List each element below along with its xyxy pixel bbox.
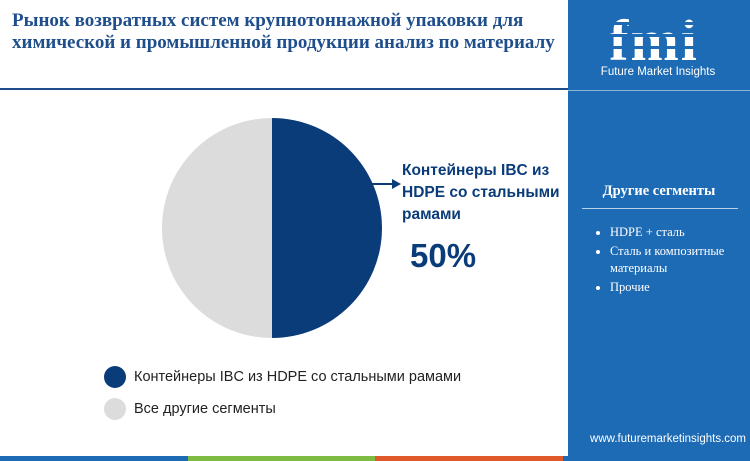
title-divider — [0, 88, 568, 90]
fmi-logo: fmi — [598, 8, 712, 73]
bottom-bar-segment — [562, 456, 750, 461]
other-segments-title: Другие сегменты — [602, 183, 716, 199]
highlight-label: Контейнеры IBC из HDPE со стальными рама… — [402, 162, 560, 223]
segment-item: Сталь и композитные материалы — [610, 243, 750, 277]
bottom-color-bar — [0, 456, 750, 461]
legend-item-other: Все другие сегменты — [104, 398, 461, 420]
pie-slice-other-segments — [162, 118, 272, 338]
other-segments-divider — [582, 208, 738, 209]
highlight-value: 50% — [410, 237, 477, 274]
chart-legend: Контейнеры IBC из HDPE со стальными рама… — [104, 366, 461, 430]
pie-slice-hdpe-ibc — [272, 118, 382, 338]
bottom-bar-segment — [0, 456, 188, 461]
other-segments-list: HDPE + сталь Сталь и композитные материа… — [592, 224, 750, 298]
main-panel: Рынок возвратных систем крупнотоннажной … — [0, 10, 568, 430]
sidebar: fmi Future Market Insights Другие сегмен… — [568, 0, 750, 461]
legend-label-hdpe: Контейнеры IBC из HDPE со стальными рама… — [134, 369, 462, 385]
callout-arrow-icon — [370, 179, 401, 189]
legend-swatch-hdpe — [104, 366, 126, 388]
legend-label-other: Все другие сегменты — [134, 401, 276, 417]
bottom-bar-segment — [375, 456, 563, 461]
segment-item: Прочие — [610, 279, 750, 296]
legend-item-hdpe: Контейнеры IBC из HDPE со стальными рама… — [104, 366, 461, 388]
website-link[interactable]: www.futuremarketinsights.com — [590, 433, 746, 445]
logo-subtitle: Future Market Insights — [600, 66, 716, 78]
segment-item: HDPE + сталь — [610, 224, 750, 241]
logo-text: fmi — [609, 8, 699, 73]
legend-swatch-other — [104, 398, 126, 420]
bottom-bar-segment — [187, 456, 375, 461]
pie-chart — [162, 118, 382, 338]
page-title: Рынок возвратных систем крупнотоннажной … — [12, 10, 555, 53]
sidebar-divider — [568, 90, 750, 91]
